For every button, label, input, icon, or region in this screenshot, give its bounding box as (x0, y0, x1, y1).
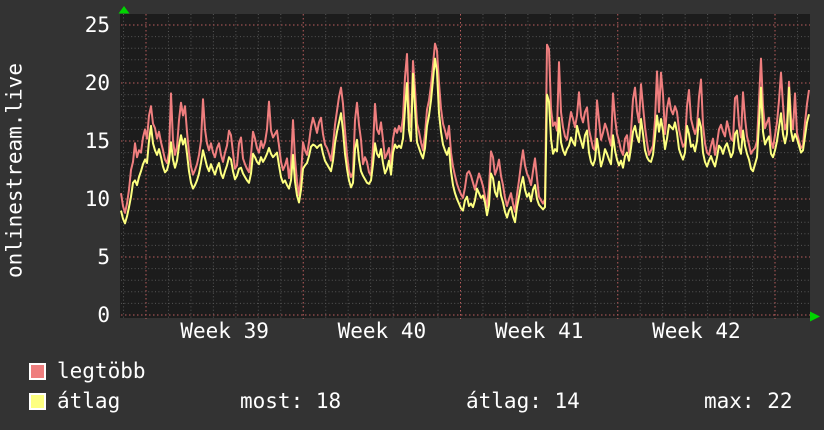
x-axis-right-arrow-icon (810, 311, 820, 322)
x-tick-label: Week 39 (180, 319, 269, 343)
stat-max: max: 22 (704, 389, 793, 413)
legtobb-line (120, 42, 810, 214)
y-tick-label: 0 (97, 303, 110, 327)
y-tick-label: 5 (97, 245, 110, 269)
stat-most: most: 18 (240, 389, 342, 413)
y-tick-label: 20 (84, 71, 110, 95)
legend-label-legtobb: legtöbb (57, 359, 146, 383)
stat-atlag: átlag: 14 (466, 389, 580, 413)
x-tick-label: Week 42 (652, 319, 741, 343)
x-tick-label: Week 41 (494, 319, 584, 343)
y-axis-up-arrow-icon (118, 6, 130, 14)
y-axis-vertical-label: onlinestream.live (2, 63, 27, 278)
legend-label-atlag: átlag (57, 389, 121, 413)
atlag-line (120, 57, 810, 225)
legend-swatch-legtobb (29, 363, 46, 380)
y-tick-label: 15 (84, 129, 110, 153)
x-tick-label: Week 40 (337, 319, 427, 343)
y-tick-label: 25 (84, 13, 110, 37)
y-tick-label: 10 (84, 187, 110, 211)
legend-swatch-atlag (29, 393, 46, 410)
